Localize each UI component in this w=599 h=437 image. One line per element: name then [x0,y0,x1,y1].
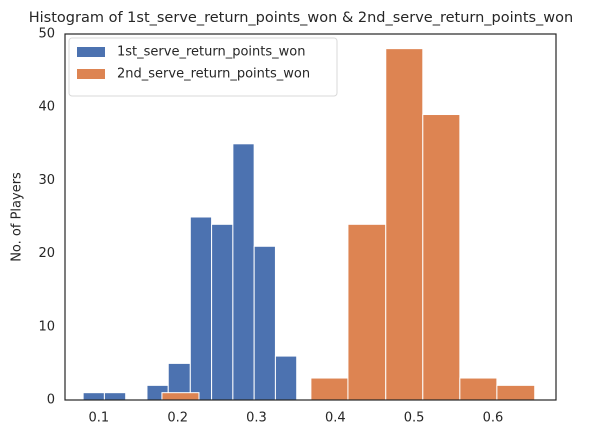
bar [422,114,461,401]
bar [103,392,127,401]
y-tick-label: 40 [38,100,55,115]
x-tick-label: 0.5 [404,411,425,426]
x-tick-label: 0.3 [246,411,267,426]
y-tick-label: 0 [47,393,55,408]
y-tick-label: 30 [38,173,55,188]
bar [496,384,536,401]
bar [310,377,349,401]
bar [347,223,387,401]
bar [459,377,498,401]
bar [211,223,234,401]
y-tick-label: 20 [38,246,55,261]
y-axis-label: No. of Players [10,172,25,262]
plot-frame [64,33,557,401]
chart-title: Histogram of 1st_serve_return_points_won… [29,10,573,26]
legend-swatch [77,47,105,57]
legend-box [68,37,338,97]
legend-swatch [77,69,105,79]
x-tick-label: 0.1 [89,411,110,426]
legend-label: 2nd_serve_return_points_won [117,67,310,82]
bar [82,392,105,401]
x-tick-label: 0.6 [483,411,504,426]
bar [189,216,213,401]
bar [253,245,276,401]
bar [385,48,424,401]
y-tick-label: 10 [38,319,55,334]
y-tick-label: 50 [38,27,55,42]
bar [161,392,200,401]
bar [274,355,298,401]
legend-label: 1st_serve_return_points_won [117,45,305,60]
x-tick-label: 0.4 [325,411,346,426]
bar [232,143,255,401]
x-tick-label: 0.2 [167,411,188,426]
